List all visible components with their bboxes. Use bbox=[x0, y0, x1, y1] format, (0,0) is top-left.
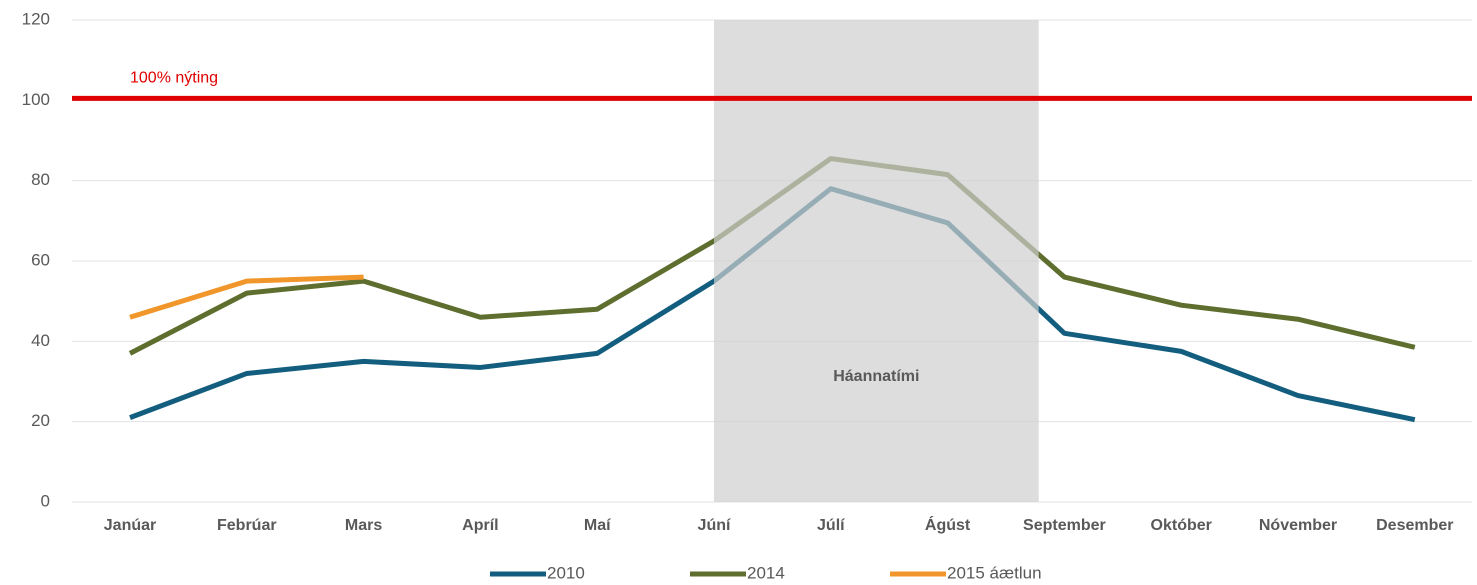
y-tick-label: 120 bbox=[22, 9, 50, 28]
reference-label: 100% nýting bbox=[130, 70, 218, 87]
y-tick-label: 0 bbox=[41, 491, 50, 510]
y-tick-label: 100 bbox=[22, 90, 50, 109]
x-tick-label: Febrúar bbox=[217, 517, 277, 534]
x-tick-label: Maí bbox=[584, 517, 611, 534]
legend-label: 2010 bbox=[547, 563, 585, 582]
y-tick-label: 40 bbox=[31, 331, 50, 350]
legend-label: 2014 bbox=[747, 563, 785, 582]
x-tick-label: Ágúst bbox=[925, 515, 971, 534]
x-tick-label: Júní bbox=[698, 517, 731, 534]
highlight-label: Háannatími bbox=[833, 368, 919, 385]
x-tick-label: September bbox=[1023, 517, 1106, 534]
series-line bbox=[129, 274, 364, 320]
x-tick-label: Mars bbox=[345, 517, 382, 534]
x-tick-label: Júlí bbox=[817, 517, 845, 534]
x-tick-label: Október bbox=[1151, 517, 1212, 534]
y-tick-label: 80 bbox=[31, 170, 50, 189]
highlight-band bbox=[714, 20, 1039, 502]
legend-label: 2015 áætlun bbox=[947, 563, 1042, 582]
x-tick-label: Apríl bbox=[462, 517, 498, 534]
x-tick-label: Janúar bbox=[104, 517, 156, 534]
y-tick-label: 20 bbox=[31, 411, 50, 430]
x-tick-label: Desember bbox=[1376, 517, 1453, 534]
x-tick-label: Nóvember bbox=[1259, 517, 1337, 534]
y-tick-label: 60 bbox=[31, 250, 50, 269]
